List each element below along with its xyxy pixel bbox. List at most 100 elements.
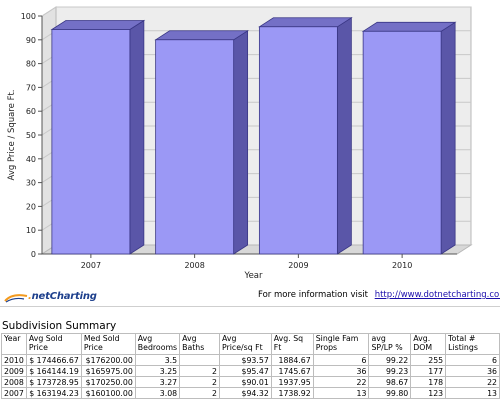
table-cell: 36 — [312, 365, 370, 377]
column-header: Avg Baths — [179, 333, 220, 355]
column-header: Med Sold Price — [80, 333, 136, 355]
bar-side — [336, 17, 352, 255]
table-cell: $ 163194.23 — [25, 387, 82, 399]
y-tick-label: 80 — [26, 60, 36, 69]
x-tick-label: 2007 — [81, 261, 101, 270]
table-cell: 2007 — [1, 387, 27, 399]
bar-chart: 0 10 20 30 40 50 60 70 80 90 100 2007 2008 2009 2010 Ye… — [7, 6, 473, 281]
table-row: 2010 $ 174466.67 $176200.00 3.5 $93.57 1884.6… — [1, 354, 500, 366]
table-header-row: Year Avg Sold Price Med Sold Price Avg Bedr… — [1, 333, 500, 355]
table-cell: $160100.00 — [80, 387, 136, 399]
table-cell: 13 — [312, 387, 370, 399]
table-cell: 1745.67 — [270, 365, 314, 377]
y-tick-label: 90 — [26, 36, 36, 45]
table-cell: 3.5 — [134, 354, 181, 366]
table-cell: $ 173728.95 — [25, 376, 82, 388]
bar — [51, 29, 131, 255]
bar — [362, 30, 442, 255]
table-cell: 123 — [410, 387, 447, 399]
y-tick-label: 30 — [26, 179, 36, 188]
column-header: Avg Bedrooms — [134, 333, 181, 355]
dotnetcharting-link[interactable]: http://www.dotnetcharting.com — [374, 290, 500, 300]
y-tick-label: 100 — [21, 12, 36, 21]
table-cell: 99.22 — [368, 354, 412, 366]
table-cell: 2 — [179, 387, 220, 399]
table-cell: 1937.95 — [270, 376, 314, 388]
logo-dot: . — [28, 291, 32, 302]
table-body: 2010 $ 174466.67 $176200.00 3.5 $93.57 1884.6… — [1, 354, 500, 399]
x-tick-label: 2009 — [288, 261, 308, 270]
bar-top — [258, 17, 353, 28]
summary-title: Subdivision Summary — [2, 320, 117, 332]
column-header: Avg. Sq Ft — [270, 333, 314, 355]
table-cell: 255 — [410, 354, 447, 366]
y-tick-label: 0 — [31, 250, 36, 259]
column-header: Avg. DOM — [410, 333, 447, 355]
table-row: 2008 $ 173728.95 $170250.00 3.27 2 $90.01 1937… — [1, 376, 500, 388]
table-cell: 3.27 — [134, 376, 181, 388]
logo-text: .netCharting — [28, 291, 97, 302]
table-cell: $ 174466.67 — [25, 354, 82, 366]
x-tick-label: 2008 — [184, 261, 204, 270]
bar-side — [233, 30, 249, 255]
table-cell: 2 — [179, 365, 220, 377]
column-header: Total # Listings — [445, 333, 500, 355]
y-tick-label: 40 — [26, 155, 36, 164]
table-cell: $93.57 — [218, 354, 272, 366]
y-tick-label: 60 — [26, 107, 36, 116]
table-cell: $165975.00 — [80, 365, 136, 377]
y-tick-label: 50 — [26, 131, 36, 140]
column-header: avg SP/LP % — [368, 333, 412, 355]
table-cell: 99.23 — [368, 365, 412, 377]
column-header: Year — [1, 333, 27, 355]
x-tick-label: 2010 — [392, 261, 412, 270]
chart-footer: .netCharting For more information visit … — [0, 287, 500, 305]
y-tick-label: 10 — [26, 226, 36, 235]
bar — [155, 39, 235, 255]
table-cell: $94.32 — [218, 387, 272, 399]
column-header: Avg Sold Price — [25, 333, 82, 355]
table-cell: 3.25 — [134, 365, 181, 377]
table-row: 2007 $ 163194.23 $160100.00 3.08 2 $94.32 1738… — [1, 387, 500, 399]
table-cell: $90.01 — [218, 376, 272, 388]
table-cell: $170250.00 — [80, 376, 136, 388]
table-row: 2009 $ 164144.19 $165975.00 3.25 2 $95.47 1745… — [1, 365, 500, 377]
table-cell: 2008 — [1, 376, 27, 388]
table-cell: $176200.00 — [80, 354, 136, 366]
subdivision-summary-table: Year Avg Sold Price Med Sold Price Avg Bedr… — [1, 333, 500, 399]
bar-top — [50, 20, 146, 30]
bar-side — [129, 19, 145, 255]
more-info-text: For more information visit — [258, 290, 368, 300]
chart-canvas: 0 10 20 30 40 50 60 70 80 90 100 2007 2008 2009 2010 Ye… — [7, 6, 473, 281]
table-cell — [179, 354, 220, 366]
table-cell: 6 — [312, 354, 370, 366]
x-axis-title: Year — [244, 271, 264, 281]
table-cell: 178 — [410, 376, 447, 388]
logo-swoosh-icon — [4, 294, 28, 303]
more-info-line: For more information visit http://www.do… — [258, 290, 500, 300]
bar — [258, 26, 338, 255]
table-cell: 2009 — [1, 365, 27, 377]
y-tick-label: 20 — [26, 202, 36, 211]
column-header: Avg Price/sq Ft — [218, 333, 272, 355]
table-cell: 22 — [445, 376, 500, 388]
table-cell: 22 — [312, 376, 370, 388]
table-cell: 2010 — [1, 354, 27, 366]
column-header: Single Fam Props — [312, 333, 370, 355]
table-cell: 36 — [445, 365, 500, 377]
table-cell: 2 — [179, 376, 220, 388]
bar-top — [154, 30, 249, 41]
y-tick-label: 70 — [26, 83, 36, 92]
table-cell: 1884.67 — [270, 354, 314, 366]
table-cell: 99.80 — [368, 387, 412, 399]
table-cell: 13 — [445, 387, 500, 399]
gridline-side — [41, 6, 57, 17]
table-cell: 1738.92 — [270, 387, 314, 399]
table-cell: 6 — [445, 354, 500, 366]
bar-side — [440, 21, 456, 255]
table-cell: 3.08 — [134, 387, 181, 399]
table-cell: $95.47 — [218, 365, 272, 377]
logo-wordmark: netCharting — [31, 291, 97, 302]
table-cell: $ 164144.19 — [25, 365, 82, 377]
